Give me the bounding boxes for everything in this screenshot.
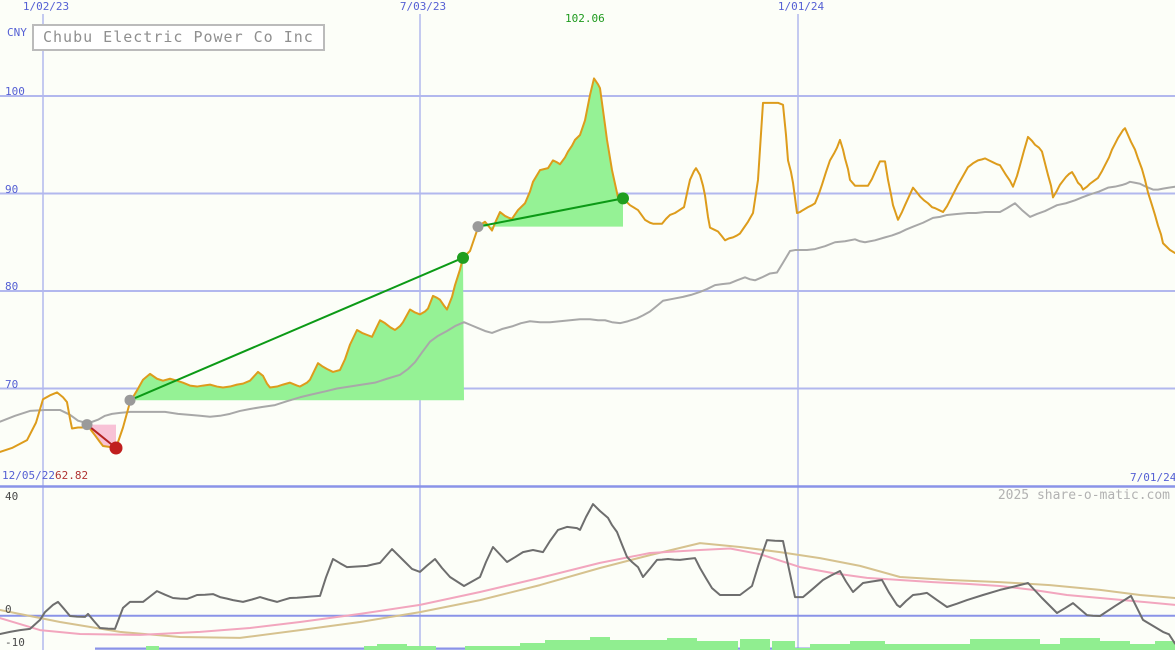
volume-bar — [667, 638, 697, 650]
currency-label: CNY — [7, 26, 27, 39]
uptrend-2-trendline — [477, 197, 624, 228]
signal-pink-line — [0, 547, 1175, 636]
volume-bar — [795, 648, 810, 650]
volume-bar — [590, 637, 610, 650]
volume-bar — [407, 646, 436, 650]
trend-marker — [617, 192, 629, 205]
trend-marker — [109, 441, 123, 455]
volume-bar — [364, 646, 377, 650]
volume-bar — [885, 644, 970, 650]
benchmark-line — [0, 180, 1175, 424]
volume-bar — [850, 641, 885, 650]
volume-bar — [610, 640, 640, 650]
price-line — [0, 77, 1175, 453]
volume-bar — [1130, 644, 1155, 650]
volume-bar — [146, 646, 159, 650]
uptrend-1-trendline — [129, 256, 464, 402]
trend-marker — [124, 394, 136, 406]
volume-bar — [1155, 641, 1175, 650]
low-date-label: 12/05/22 — [2, 469, 55, 482]
volume-bar — [810, 644, 850, 650]
gain-fill-1 — [130, 257, 464, 403]
volume-bar — [640, 640, 667, 650]
volume-bar — [1100, 641, 1130, 650]
volume-bar — [377, 644, 407, 650]
volume-bar — [465, 646, 520, 650]
volume-bar — [1060, 638, 1100, 650]
volume-bar — [697, 641, 738, 650]
x-axis-end-date-label: 7/01/24 — [1130, 471, 1175, 484]
volume-bar — [772, 641, 795, 650]
page-title: Chubu Electric Power Co Inc — [43, 28, 314, 46]
signal-tan-line — [0, 542, 1175, 639]
volume-bar — [970, 639, 1040, 650]
watermark: 2025 share-o-matic.com — [997, 488, 1170, 503]
volume-bar — [545, 640, 590, 650]
title-box: Chubu Electric Power Co Inc — [32, 24, 325, 51]
trend-marker — [472, 221, 484, 233]
low-price-label: 62.82 — [55, 469, 89, 482]
trend-marker — [81, 419, 93, 431]
volume-bar — [520, 643, 545, 650]
oscillator-line — [0, 503, 1175, 645]
volume-bar — [1040, 644, 1060, 650]
trend-marker — [457, 251, 469, 264]
high-price-label: 102.06 — [565, 12, 605, 25]
volume-bar — [740, 639, 770, 650]
